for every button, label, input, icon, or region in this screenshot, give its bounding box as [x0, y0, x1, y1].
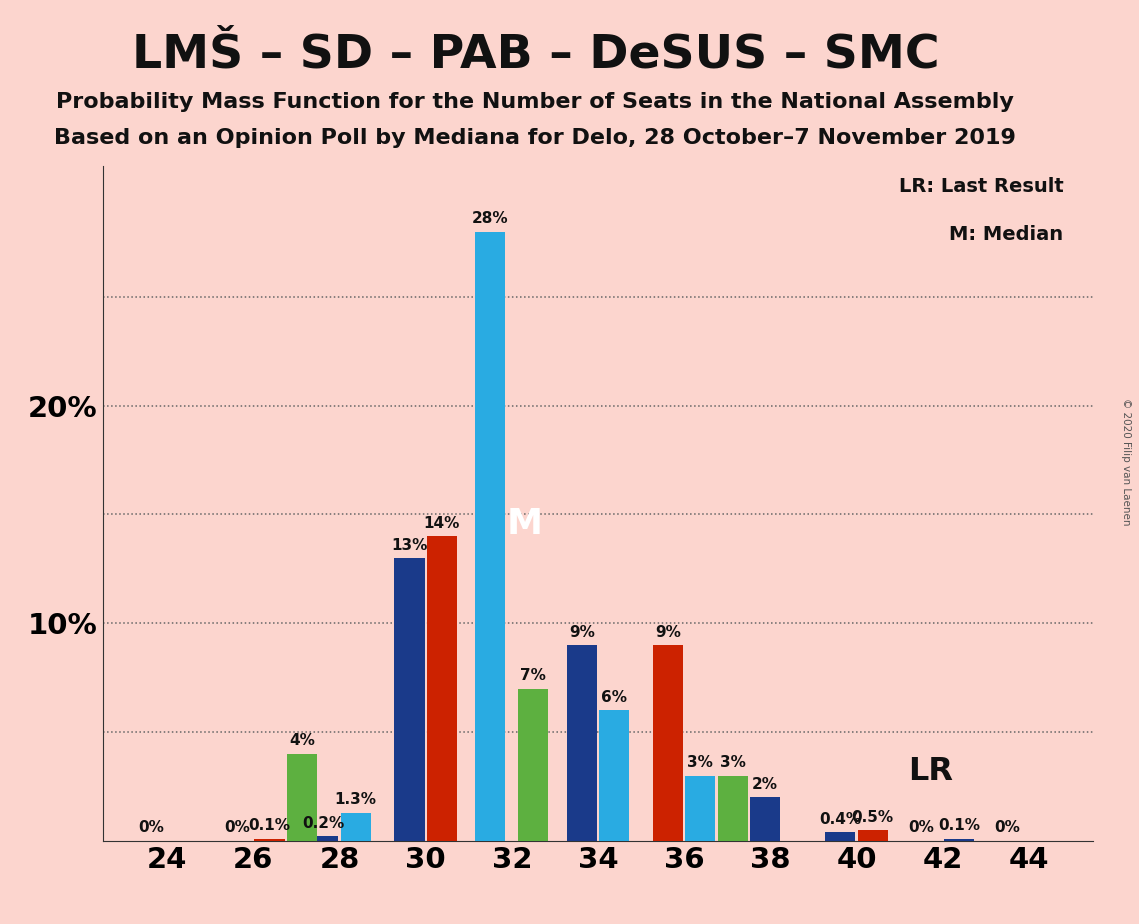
- Text: 3%: 3%: [720, 755, 746, 770]
- Text: 0%: 0%: [908, 821, 934, 835]
- Bar: [567, 645, 597, 841]
- Bar: [826, 833, 855, 841]
- Text: 0.2%: 0.2%: [302, 816, 344, 831]
- Bar: [718, 775, 747, 841]
- Text: Probability Mass Function for the Number of Seats in the National Assembly: Probability Mass Function for the Number…: [57, 92, 1014, 113]
- Text: 14%: 14%: [424, 516, 460, 530]
- Text: 0.4%: 0.4%: [819, 811, 861, 827]
- Text: 6%: 6%: [601, 690, 628, 705]
- Text: © 2020 Filip van Laenen: © 2020 Filip van Laenen: [1121, 398, 1131, 526]
- Text: 0%: 0%: [224, 821, 251, 835]
- Bar: [653, 645, 683, 841]
- Text: 0.1%: 0.1%: [248, 819, 290, 833]
- Text: 7%: 7%: [521, 668, 547, 683]
- Bar: [944, 839, 974, 841]
- Text: 0.1%: 0.1%: [937, 819, 980, 833]
- Text: M: M: [507, 507, 542, 541]
- Text: LMŠ – SD – PAB – DeSUS – SMC: LMŠ – SD – PAB – DeSUS – SMC: [131, 32, 940, 78]
- Text: LR: LR: [908, 756, 953, 786]
- Bar: [599, 711, 629, 841]
- Text: LR: Last Result: LR: Last Result: [899, 177, 1064, 196]
- Text: 9%: 9%: [568, 625, 595, 639]
- Bar: [749, 797, 780, 841]
- Text: 0%: 0%: [138, 821, 164, 835]
- Text: 3%: 3%: [687, 755, 713, 770]
- Text: 13%: 13%: [392, 538, 427, 553]
- Bar: [686, 775, 715, 841]
- Text: 28%: 28%: [472, 212, 509, 226]
- Text: 4%: 4%: [289, 734, 314, 748]
- Text: 9%: 9%: [655, 625, 681, 639]
- Bar: [287, 754, 317, 841]
- Bar: [427, 536, 457, 841]
- Bar: [518, 688, 549, 841]
- Bar: [309, 836, 338, 841]
- Text: 2%: 2%: [752, 777, 778, 792]
- Bar: [475, 232, 506, 841]
- Text: M: Median: M: Median: [949, 225, 1064, 244]
- Bar: [858, 830, 887, 841]
- Bar: [394, 558, 425, 841]
- Bar: [341, 812, 370, 841]
- Text: Based on an Opinion Poll by Mediana for Delo, 28 October–7 November 2019: Based on an Opinion Poll by Mediana for …: [55, 128, 1016, 148]
- Bar: [254, 839, 285, 841]
- Text: 0.5%: 0.5%: [852, 809, 894, 824]
- Text: 0%: 0%: [994, 821, 1021, 835]
- Text: 1.3%: 1.3%: [335, 792, 377, 808]
